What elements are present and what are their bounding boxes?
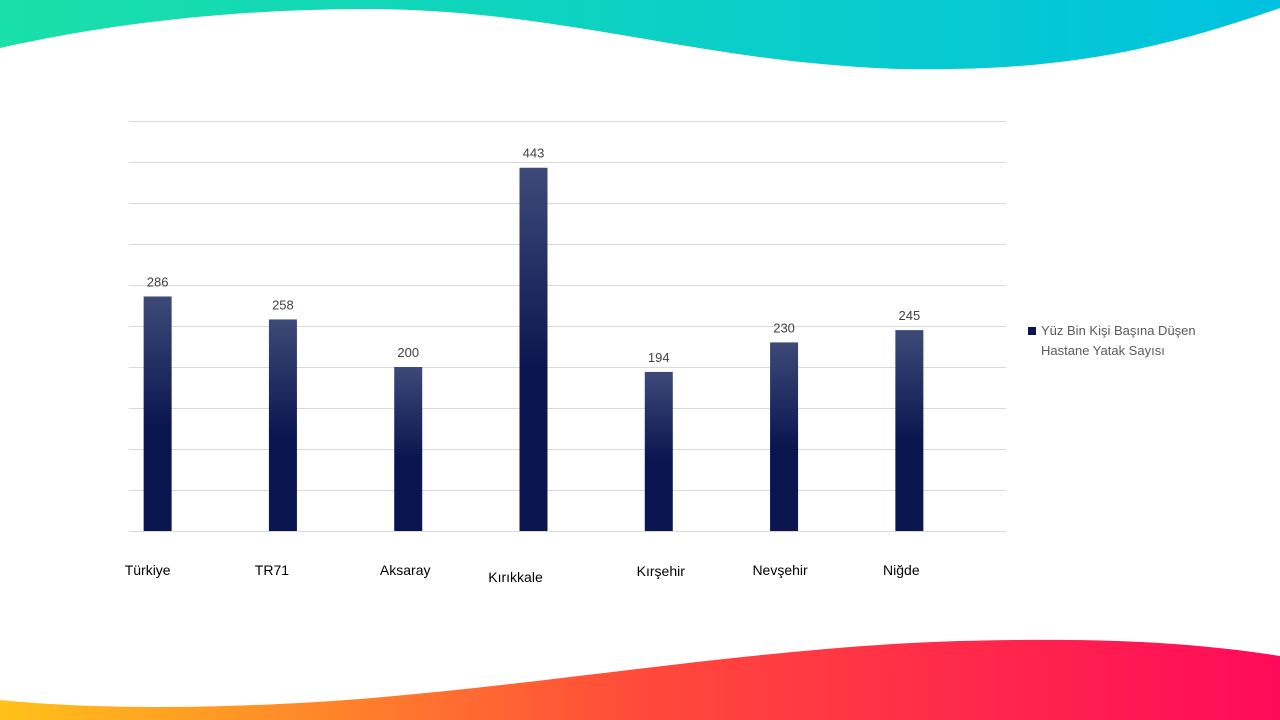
bottom-wave <box>0 639 1280 720</box>
category-label-4: Kırıkkale <box>488 569 543 585</box>
data-label-3: 200 <box>397 345 419 360</box>
top-wave <box>0 0 1280 70</box>
bar-4 <box>519 167 548 532</box>
bar-7 <box>895 330 924 531</box>
data-label-5: 194 <box>648 350 670 365</box>
category-label-6: Nevşehir <box>752 562 808 578</box>
bar-6 <box>770 342 799 531</box>
category-label-7: Niğde <box>883 562 920 578</box>
category-label-5: Kırşehir <box>637 563 686 579</box>
bar-5 <box>644 371 673 531</box>
data-label-1: 286 <box>147 274 169 289</box>
data-label-2: 258 <box>272 297 294 312</box>
legend-swatch <box>1028 327 1036 335</box>
bars <box>143 167 924 532</box>
data-label-4: 443 <box>523 146 545 161</box>
category-label-2: TR71 <box>255 562 289 578</box>
data-labels: 286 258 200 443 194 230 245 <box>147 146 920 365</box>
bar-1 <box>143 296 172 531</box>
gridlines <box>129 121 1006 532</box>
bar-2 <box>268 319 297 531</box>
bar-3 <box>394 367 423 531</box>
category-label-1: Türkiye <box>125 562 171 578</box>
legend-label: Yüz Bin Kişi Başına Düşen Hastane Yatak … <box>1041 323 1196 358</box>
category-label-3: Aksaray <box>380 562 431 578</box>
legend: Yüz Bin Kişi Başına Düşen Hastane Yatak … <box>1028 321 1228 361</box>
category-labels: Türkiye TR71 Aksaray Kırıkkale Kırşehir Nevşe… <box>125 562 920 585</box>
data-label-6: 230 <box>773 320 795 335</box>
data-label-7: 245 <box>899 308 921 323</box>
